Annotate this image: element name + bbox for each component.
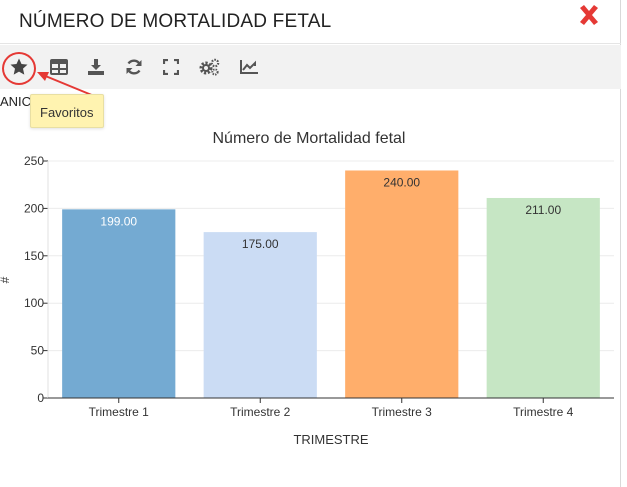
bar-value-label: 240.00 — [383, 175, 420, 189]
y-axis-ticks: 0 50 100 150 200 250 — [24, 154, 49, 405]
favorites-button[interactable] — [7, 55, 31, 79]
y-tick-label: 50 — [31, 344, 45, 358]
y-tick-label: 250 — [24, 154, 44, 168]
fullscreen-button[interactable] — [159, 55, 183, 79]
modal-header: NÚMERO DE MORTALIDAD FETAL — [0, 0, 621, 44]
close-x-icon — [580, 5, 598, 25]
favorites-tooltip: Favoritos — [30, 94, 104, 128]
y-tick-label: 0 — [37, 391, 44, 405]
chart-title: Número de Mortalidad fetal — [213, 130, 406, 147]
x-tick-label: Trimestre 4 — [513, 405, 574, 419]
x-tick-label: Trimestre 1 — [89, 405, 150, 419]
clipped-label: ANIC — [0, 94, 32, 109]
bar[interactable] — [345, 170, 459, 398]
bar-value-label: 175.00 — [242, 237, 279, 251]
download-button[interactable] — [84, 55, 108, 79]
chart-toolbar — [0, 45, 621, 89]
table-view-button[interactable] — [47, 55, 71, 79]
modal-title: NÚMERO DE MORTALIDAD FETAL — [19, 11, 332, 32]
x-tick-label: Trimestre 3 — [372, 405, 433, 419]
y-tick-label: 150 — [24, 249, 44, 263]
download-icon — [88, 59, 104, 75]
y-tick-label: 100 — [24, 296, 44, 310]
bar[interactable] — [203, 232, 317, 398]
x-axis-label: TRIMESTRE — [293, 432, 368, 447]
y-tick-label: 200 — [24, 201, 44, 215]
refresh-icon — [126, 59, 142, 75]
bar-value-label: 199.00 — [100, 214, 137, 228]
chart-bars: 199.00 175.00 240.00 211.00 — [62, 170, 600, 398]
close-button[interactable] — [576, 3, 602, 29]
settings-button[interactable] — [197, 55, 221, 79]
x-tick-label: Trimestre 2 — [230, 405, 291, 419]
y-axis-label: # — [0, 276, 12, 283]
area-chart-icon — [240, 60, 258, 74]
bar-chart: Número de Mortalidad fetal 0 50 100 150 200 2… — [0, 130, 614, 447]
chart-type-button[interactable] — [237, 55, 261, 79]
table-icon — [50, 59, 68, 75]
expand-icon — [163, 59, 179, 75]
bar[interactable] — [62, 209, 176, 398]
gears-icon — [199, 58, 220, 76]
bar-value-label: 211.00 — [525, 203, 561, 217]
x-axis-ticks: Trimestre 1 Trimestre 2 Trimestre 3 Trimest… — [89, 398, 574, 419]
refresh-button[interactable] — [122, 55, 146, 79]
star-icon — [10, 58, 28, 75]
bar[interactable] — [486, 197, 600, 398]
